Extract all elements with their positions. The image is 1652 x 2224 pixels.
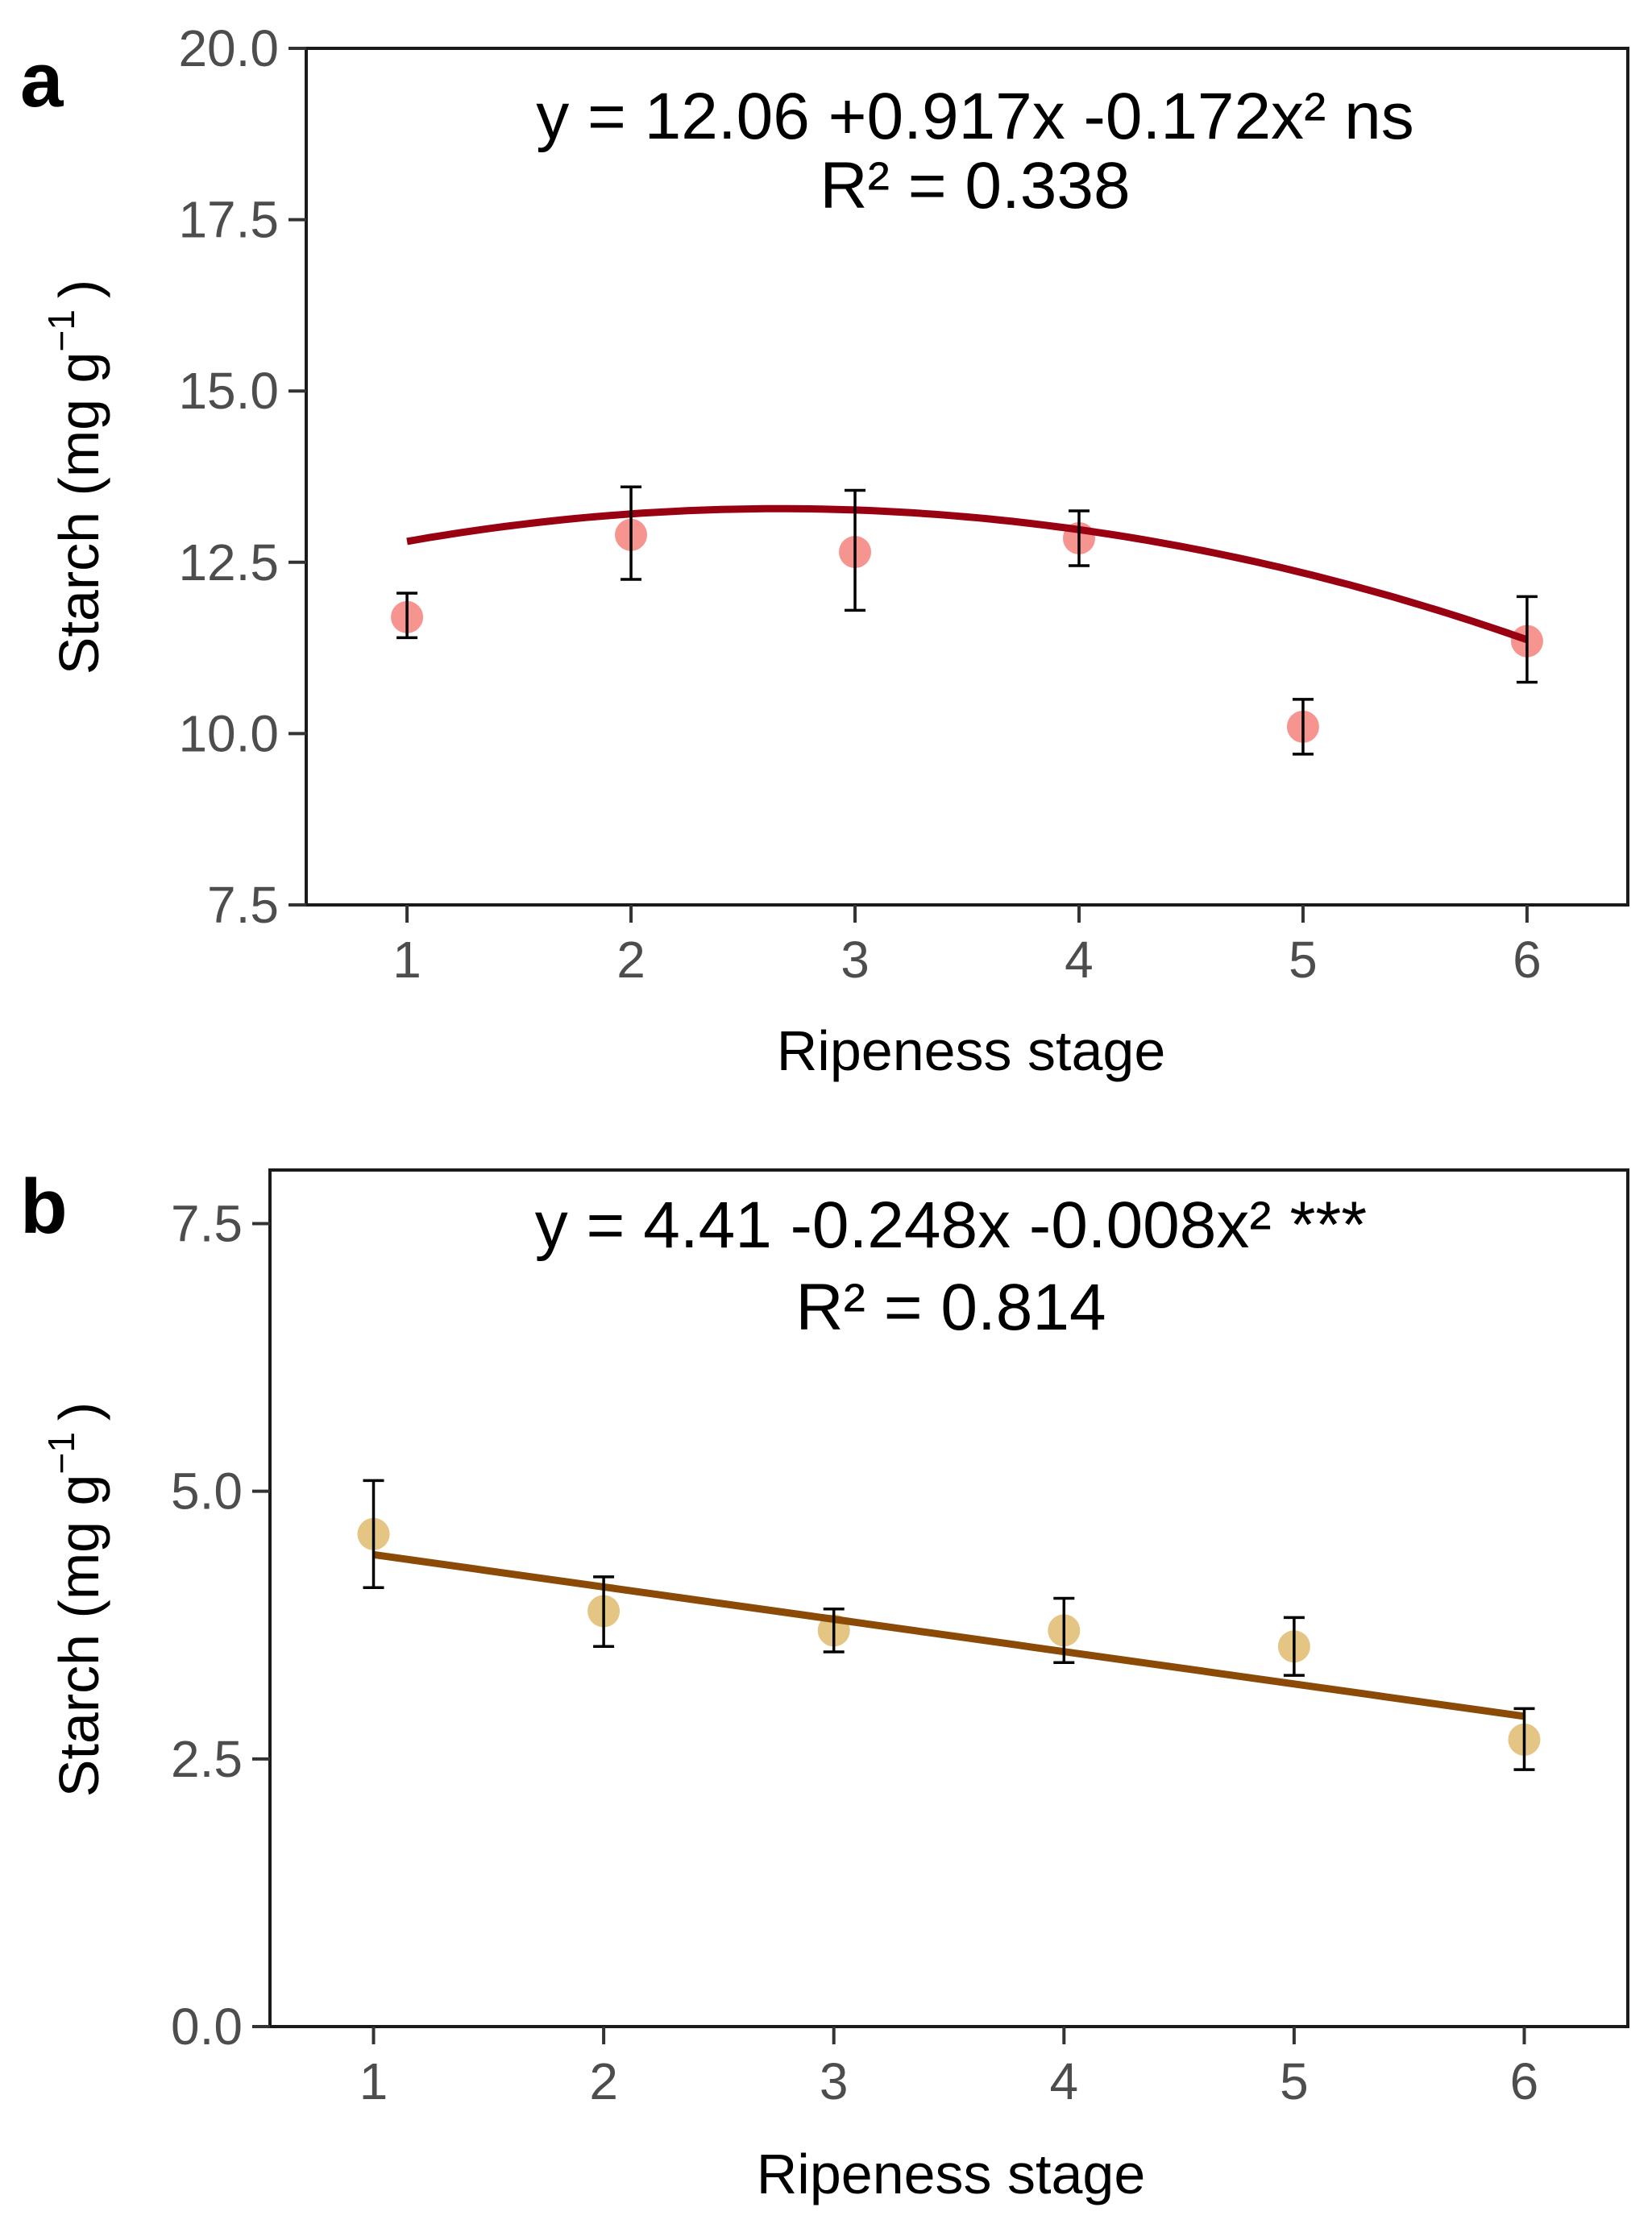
- panel-b-y-tick-label: 2.5: [171, 1730, 243, 1788]
- panel-a-error-bar: [1068, 509, 1090, 567]
- panel-a-equation: y = 12.06 +0.917x -0.172x² ns: [536, 80, 1414, 153]
- panel-a-y-tick-label: 7.5: [207, 876, 279, 934]
- panel-a-y-axis-title-sup: −1: [40, 309, 82, 351]
- panel-b-error-bar: [1283, 1616, 1305, 1677]
- panel-b-label: b: [20, 1164, 68, 1250]
- panel-b-r2: R² = 0.814: [795, 1271, 1106, 1344]
- panel-a-y-tick-label: 15.0: [178, 362, 279, 420]
- panel-b-error-bar: [823, 1608, 845, 1653]
- panel-a-error-bar: [1516, 595, 1538, 684]
- panel-b-x-tick-label: 4: [1049, 2052, 1078, 2110]
- panel-a-x-tick-label: 2: [616, 931, 645, 989]
- panel-a: a 7.5 10.0 12.5 15.0 17.5 20.0 1 2 3 4 5 6 y = 12.0…: [20, 19, 1629, 1082]
- panel-a-r2: R² = 0.338: [820, 149, 1130, 222]
- panel-a-x-tick-label: 1: [392, 931, 421, 989]
- panel-a-error-bar: [1292, 698, 1314, 756]
- panel-a-x-tick-label: 6: [1513, 931, 1542, 989]
- panel-b-equation: y = 4.41 -0.248x -0.008x² ***: [535, 1189, 1367, 1262]
- panel-a-error-bar: [396, 591, 418, 640]
- panel-a-error-bar: [621, 485, 642, 581]
- panel-b-x-tick-label: 1: [359, 2052, 388, 2110]
- panel-a-y-axis-title-close: ): [48, 280, 110, 298]
- panel-b-plot-border: [268, 1168, 1629, 2028]
- panel-b-error-bar: [1053, 1596, 1075, 1664]
- panel-b-error-bar: [1513, 1707, 1535, 1771]
- panel-b-error-bar: [363, 1479, 384, 1589]
- panel-b-y-axis-title-sup: −1: [40, 1432, 82, 1474]
- panel-b-fit-line: [372, 1550, 1525, 1720]
- panel-b-y-tick-label: 0.0: [171, 1998, 243, 2056]
- panel-b-x-tick-label: 6: [1510, 2052, 1539, 2110]
- panel-b: b 0.0 2.5 5.0 7.5 1 2 3 4 5 6 y = 4.41 -0.248x -0…: [20, 1164, 1629, 2205]
- panel-b-x-axis-title: Ripeness stage: [757, 2143, 1146, 2205]
- panel-b-error-bar: [593, 1575, 615, 1649]
- panel-b-x-tick-label: 3: [820, 2052, 849, 2110]
- panel-b-y-tick-label: 7.5: [171, 1194, 243, 1252]
- panel-a-error-bar: [845, 488, 866, 612]
- panel-b-x-tick-label: 5: [1280, 2052, 1309, 2110]
- panel-a-x-axis-title: Ripeness stage: [777, 1019, 1166, 1082]
- panel-a-x-tick-label: 3: [841, 931, 870, 989]
- panel-b-y-axis-title: Starch (mg g−1): [40, 1402, 110, 1797]
- panel-a-plot-border: [305, 47, 1629, 907]
- panel-a-y-tick-label: 20.0: [178, 19, 279, 77]
- panel-a-x-tick-label: 4: [1065, 931, 1094, 989]
- panel-a-fit-line: [406, 504, 1529, 644]
- panel-b-x-tick-label: 2: [589, 2052, 618, 2110]
- panel-a-y-tick-label: 17.5: [178, 191, 279, 249]
- panel-b-y-axis-title-main: Starch (mg g: [48, 1475, 110, 1798]
- panel-a-y-tick-label: 10.0: [178, 704, 279, 762]
- panel-b-y-axis-title-close: ): [48, 1402, 110, 1421]
- panel-a-label: a: [20, 37, 64, 123]
- panel-a-y-axis-title: Starch (mg g−1): [40, 280, 110, 674]
- panel-a-x-tick-label: 5: [1289, 931, 1318, 989]
- panel-a-y-axis-title-main: Starch (mg g: [48, 352, 110, 675]
- panel-b-y-tick-label: 5.0: [171, 1463, 243, 1521]
- panel-a-y-tick-label: 12.5: [178, 533, 279, 591]
